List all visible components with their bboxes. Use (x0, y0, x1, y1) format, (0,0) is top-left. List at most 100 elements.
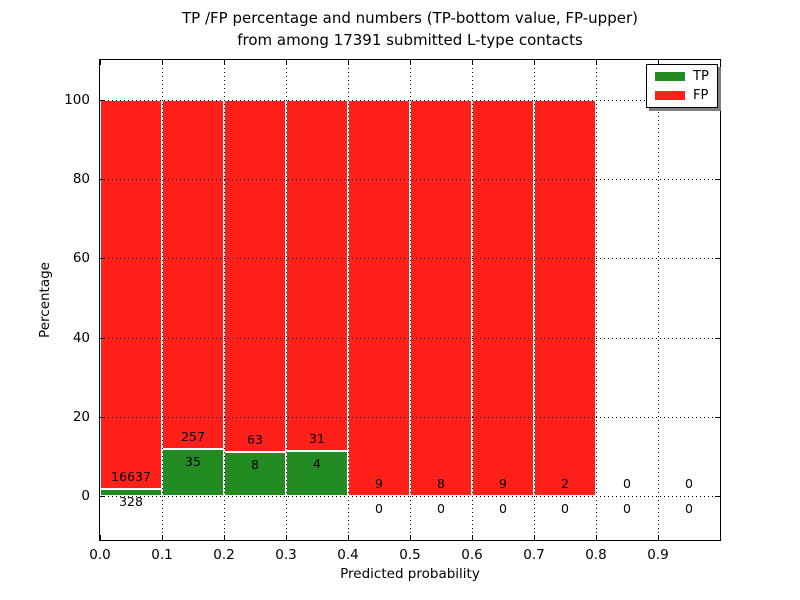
fp-bar-segment (410, 99, 472, 497)
x-tick-mark (472, 60, 473, 65)
y-axis-label-text: Percentage (37, 262, 53, 338)
tp-count-label: 4 (313, 456, 321, 472)
x-tick-mark (410, 60, 411, 65)
v-gridline (658, 60, 659, 540)
fp-bar-segment (162, 99, 224, 449)
fp-count-label: 63 (247, 431, 263, 447)
x-tick-mark (286, 535, 287, 540)
v-gridline (286, 60, 287, 540)
x-tick-mark (534, 60, 535, 65)
y-tick-mark (100, 99, 105, 101)
tp-count-label: 0 (561, 501, 569, 517)
x-tick-mark (286, 60, 287, 65)
x-tick-mark (658, 535, 659, 540)
y-tick-label: 80 (72, 171, 90, 187)
tp-count-label: 35 (185, 453, 201, 469)
x-axis-label: Predicted probability (340, 566, 480, 582)
fp-count-label: 257 (181, 428, 205, 444)
fp-count-label: 0 (685, 476, 693, 492)
y-tick-mark (715, 179, 720, 180)
fp-bar-segment (100, 99, 162, 489)
chart-title-line2: from among 17391 submitted L-type contac… (237, 31, 583, 49)
v-gridline (224, 60, 225, 540)
fp-count-label: 8 (437, 476, 445, 492)
fp-bar-segment (286, 99, 348, 451)
tp-count-label: 0 (623, 501, 631, 517)
y-tick-label: 60 (72, 250, 90, 267)
tp-count-label: 0 (685, 501, 693, 517)
y-tick-label: 20 (72, 409, 90, 426)
fp-count-label: 9 (499, 476, 507, 492)
plot-area: 16637 328 257 35 63 8 31 4 9 0 8 0 9 0 2 0 0 0 0 0 (99, 59, 721, 541)
x-tick-label: 0.0 (89, 547, 111, 563)
y-tick-label: 0 (81, 488, 90, 505)
x-tick-label: 0.5 (399, 547, 421, 563)
y-tick-mark (715, 496, 720, 498)
chart-title-line1: TP /FP percentage and numbers (TP-bottom… (182, 9, 638, 27)
fp-bar-segment (224, 99, 286, 452)
x-tick-mark (534, 535, 535, 540)
fp-count-label: 0 (623, 476, 631, 492)
x-tick-mark (100, 535, 101, 540)
x-tick-mark (224, 60, 225, 65)
x-tick-label: 0.1 (151, 547, 173, 563)
y-tick-mark (100, 179, 105, 180)
x-tick-mark (348, 60, 349, 65)
x-tick-mark (162, 535, 163, 540)
legend: TP FP (646, 64, 718, 108)
y-tick-mark (715, 337, 720, 339)
legend-label-fp: FP (693, 88, 709, 103)
y-tick-mark (715, 417, 720, 419)
chart-title: TP /FP percentage and numbers (TP-bottom… (90, 7, 730, 51)
legend-entry-tp: TP (655, 70, 709, 83)
legend-label-tp: TP (693, 69, 709, 84)
tp-count-label: 328 (119, 493, 143, 509)
fp-count-label: 16637 (111, 468, 151, 484)
y-tick-mark (100, 417, 105, 419)
x-tick-mark (162, 60, 163, 65)
y-tick-mark (100, 337, 105, 339)
x-tick-mark (472, 535, 473, 540)
x-tick-mark (658, 60, 659, 65)
fp-count-label: 2 (561, 476, 569, 492)
y-axis-label: Percentage (34, 60, 56, 540)
x-tick-label: 0.4 (337, 547, 359, 563)
tp-bar-segment (162, 448, 224, 497)
v-gridline (534, 60, 535, 540)
x-tick-label: 0.6 (461, 547, 483, 563)
v-gridline (348, 60, 349, 540)
tp-count-label: 0 (375, 501, 383, 517)
v-gridline (162, 60, 163, 540)
legend-entry-fp: FP (655, 89, 709, 102)
v-gridline (596, 60, 597, 540)
x-tick-mark (348, 535, 349, 540)
y-tick-label: 40 (72, 329, 90, 346)
tp-bar-segment (100, 488, 162, 497)
y-tick-mark (715, 258, 720, 260)
x-tick-mark (100, 60, 101, 65)
x-tick-mark (224, 535, 225, 540)
fp-bar-segment (534, 99, 596, 497)
tp-count-label: 0 (437, 501, 445, 517)
tp-count-label: 0 (499, 501, 507, 517)
y-tick-mark (100, 258, 105, 260)
fp-bar-segment (348, 99, 410, 497)
x-tick-mark (410, 535, 411, 540)
y-tick-mark (100, 496, 105, 498)
fp-count-label: 9 (375, 476, 383, 492)
y-tick-label: 100 (64, 91, 90, 108)
fp-bar-segment (472, 99, 534, 497)
x-tick-label: 0.8 (585, 547, 607, 563)
fp-color-swatch (655, 91, 685, 100)
tp-color-swatch (655, 72, 685, 81)
x-tick-label: 0.9 (647, 547, 669, 563)
v-gridline (472, 60, 473, 540)
x-tick-label: 0.3 (275, 547, 297, 563)
x-tick-label: 0.2 (213, 547, 235, 563)
x-tick-mark (596, 535, 597, 540)
x-tick-mark (596, 60, 597, 65)
x-tick-label: 0.7 (523, 547, 545, 563)
tp-count-label: 8 (251, 456, 259, 472)
tp-bar-segment (286, 451, 348, 497)
